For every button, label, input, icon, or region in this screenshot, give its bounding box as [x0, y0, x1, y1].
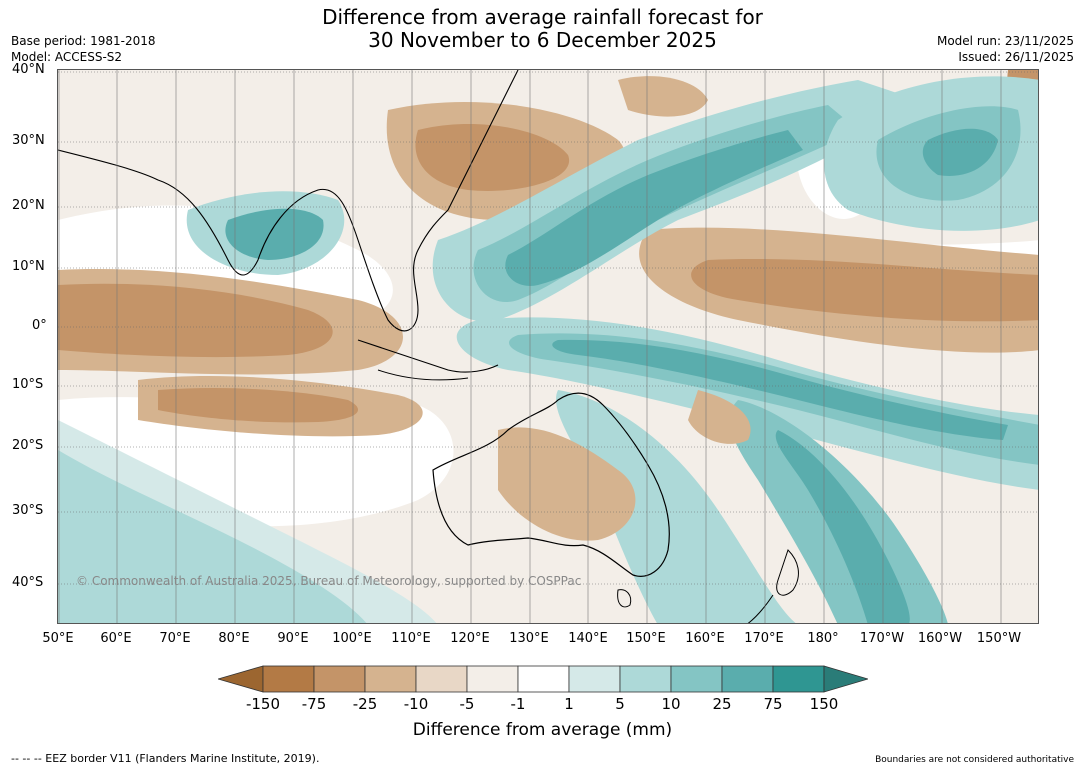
colorbar-tick: -5	[459, 695, 475, 713]
colorbar-cell	[823, 665, 868, 693]
colorbar-tick: 5	[615, 695, 625, 713]
map-svg	[58, 70, 1038, 623]
issued-date: Issued: 26/11/2025	[958, 50, 1074, 64]
lat-label: 30°S	[12, 503, 44, 518]
lon-label: 170°W	[859, 631, 905, 646]
lon-label: 60°E	[100, 631, 132, 646]
boundaries-disclaimer: Boundaries are not considered authoritat…	[875, 755, 1074, 765]
title-line-1: Difference from average rainfall forecas…	[322, 5, 763, 29]
colorbar-cell	[619, 665, 672, 693]
colorbar-tick: -10	[403, 695, 429, 713]
lat-label: 40°N	[12, 62, 45, 77]
colorbar-title: Difference from average (mm)	[412, 720, 673, 740]
eez-border-note: -- -- -- EEZ border V11 (Flanders Marine…	[11, 752, 320, 765]
colorbar-cell	[670, 665, 723, 693]
colorbar-tick: 75	[763, 695, 783, 713]
colorbar-cell	[313, 665, 366, 693]
lon-label: 100°E	[332, 631, 372, 646]
lat-label: 30°N	[12, 133, 45, 148]
colorbar	[218, 665, 868, 693]
lat-label: 10°N	[12, 259, 45, 274]
lon-label: 120°E	[450, 631, 490, 646]
colorbar-tick: 150	[809, 695, 839, 713]
lat-label: 40°S	[12, 575, 44, 590]
lon-label: 70°E	[159, 631, 191, 646]
colorbar-tick: 10	[661, 695, 681, 713]
lon-label: 140°E	[568, 631, 608, 646]
colorbar-cell	[218, 665, 264, 693]
copyright-notice: © Commonwealth of Australia 2025, Bureau…	[76, 574, 582, 588]
lat-label: 10°S	[12, 377, 44, 392]
model-name: Model: ACCESS-S2	[11, 50, 123, 64]
rainfall-map	[57, 69, 1039, 624]
colorbar-cell	[772, 665, 825, 693]
colorbar-tick: 1	[564, 695, 574, 713]
colorbar-tick: -25	[352, 695, 378, 713]
lat-label: 0°	[32, 318, 47, 333]
lon-label: 110°E	[391, 631, 431, 646]
model-run: Model run: 23/11/2025	[936, 34, 1074, 48]
lon-label: 160°W	[917, 631, 963, 646]
lon-label: 90°E	[277, 631, 309, 646]
lat-label: 20°N	[12, 198, 45, 213]
colorbar-cell	[466, 665, 519, 693]
colorbar-cell	[364, 665, 417, 693]
lon-label: 130°E	[509, 631, 549, 646]
colorbar-tick: -1	[510, 695, 526, 713]
colorbar-cell	[517, 665, 570, 693]
lon-label: 170°E	[744, 631, 784, 646]
colorbar-tick: -150	[245, 695, 281, 713]
colorbar-cell	[262, 665, 315, 693]
base-period: Base period: 1981-2018	[11, 34, 156, 48]
lon-label: 180°	[807, 631, 839, 646]
lon-label: 150°E	[626, 631, 666, 646]
colorbar-cell	[415, 665, 468, 693]
lon-label: 50°E	[42, 631, 74, 646]
meta-right: Model run: 23/11/2025 Issued: 26/11/2025	[937, 33, 1074, 65]
title-line-2: 30 November to 6 December 2025	[368, 28, 717, 52]
colorbar-cell	[568, 665, 621, 693]
lon-label: 150°W	[976, 631, 1022, 646]
lon-label: 160°E	[685, 631, 725, 646]
colorbar-tick: -75	[301, 695, 327, 713]
colorbar-cell	[721, 665, 774, 693]
lat-label: 20°S	[12, 438, 44, 453]
lon-label: 80°E	[218, 631, 250, 646]
colorbar-tick: 25	[712, 695, 732, 713]
meta-left: Base period: 1981-2018 Model: ACCESS-S2	[11, 33, 156, 65]
